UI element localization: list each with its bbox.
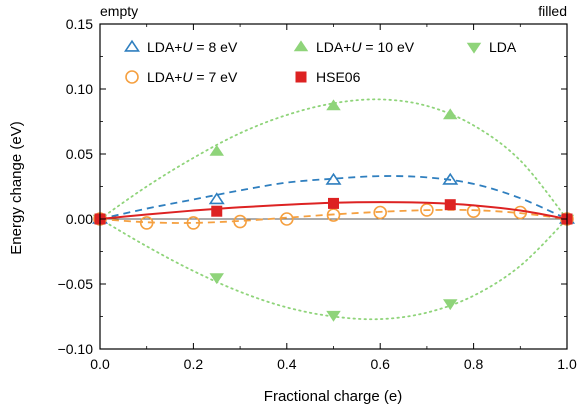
x-tick-label-1: 0.2 [184,356,204,372]
y-tick-label-4: 0.10 [66,81,93,97]
y-tick-label-2: 0.00 [66,211,93,227]
legend-marker-3 [126,71,138,83]
data-point-4-1 [211,206,222,217]
x-tick-label-3: 0.6 [370,356,390,372]
legend-label-3: LDA+U = 7 eV [147,69,238,85]
legend-item-1: LDA+U = 10 eV [295,39,415,55]
y-tick-label-0: −0.10 [58,341,94,357]
x-tick-label-4: 0.8 [464,356,484,372]
legend-item-2: LDA [468,39,517,55]
legend-marker-0 [126,41,139,51]
annotation-filled: filled [538,3,567,19]
legend: LDA+U = 8 eV LDA+U = 10 eV LDA LDA+U = 7 eV… [126,39,517,85]
legend-label-0: LDA+U = 8 eV [147,39,238,55]
data-point-4-3 [445,199,456,210]
x-tick-label-0: 0.0 [90,356,110,372]
legend-label-2: LDA [489,39,517,55]
legend-marker-2 [468,43,481,53]
legend-item-4: HSE06 [296,69,361,85]
legend-label-1: LDA+U = 10 eV [316,39,415,55]
data-point-1-3 [444,109,457,119]
legend-item-0: LDA+U = 8 eV [126,39,238,55]
legend-item-3: LDA+U = 7 eV [126,69,238,85]
legend-marker-4 [296,72,307,83]
y-tick-label-1: −0.05 [58,276,94,292]
series-2 [94,215,574,321]
data-point-1-2 [327,100,340,110]
y-tick-label-5: 0.15 [66,16,93,32]
series-line-2 [100,219,567,319]
data-point-2-1 [210,274,223,284]
y-tick-label-3: 0.05 [66,146,93,162]
y-axis-label: Energy change (eV) [8,121,25,254]
annotation-empty: empty [100,3,138,19]
legend-marker-1 [295,41,308,51]
x-tick-label-2: 0.4 [277,356,297,372]
legend-label-4: HSE06 [316,69,361,85]
plot-layer: 0.0 0.2 0.4 0.6 0.8 1.0 −0.10 −0.05 0.00 0.05 0.10… [58,16,577,372]
x-tick-label-5: 1.0 [557,356,577,372]
x-axis-label: Fractional charge (e) [264,388,402,405]
data-point-4-2 [328,198,339,209]
